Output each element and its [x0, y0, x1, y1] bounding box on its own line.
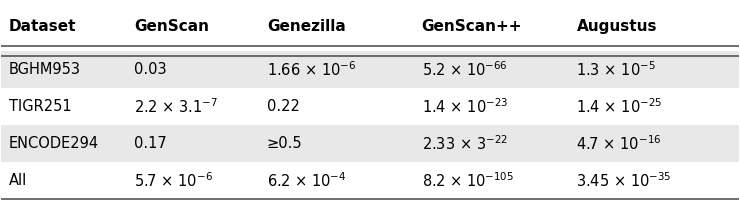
Text: 6.2 × 10$^{-4}$: 6.2 × 10$^{-4}$	[267, 171, 346, 190]
Text: 3.45 × 10$^{-35}$: 3.45 × 10$^{-35}$	[576, 171, 672, 190]
Text: 5.7 × 10$^{-6}$: 5.7 × 10$^{-6}$	[134, 171, 213, 190]
Text: 0.03: 0.03	[134, 62, 166, 77]
Text: All: All	[9, 173, 27, 188]
Text: GenScan: GenScan	[134, 19, 209, 34]
Text: 8.2 × 10$^{-105}$: 8.2 × 10$^{-105}$	[422, 171, 514, 190]
Text: 5.2 × 10$^{-66}$: 5.2 × 10$^{-66}$	[422, 60, 508, 79]
Text: ENCODE294: ENCODE294	[9, 136, 99, 151]
Text: TIGR251: TIGR251	[9, 99, 71, 114]
FancyBboxPatch shape	[1, 51, 739, 88]
Text: 2.33 × 3$^{-22}$: 2.33 × 3$^{-22}$	[422, 134, 508, 153]
Text: Augustus: Augustus	[576, 19, 657, 34]
Text: 0.17: 0.17	[134, 136, 166, 151]
Text: Dataset: Dataset	[9, 19, 76, 34]
Text: BGHM953: BGHM953	[9, 62, 81, 77]
Text: ≥0.5: ≥0.5	[267, 136, 303, 151]
FancyBboxPatch shape	[1, 125, 739, 162]
Text: 2.2 × 3.1$^{-7}$: 2.2 × 3.1$^{-7}$	[134, 97, 218, 116]
Text: 4.7 × 10$^{-16}$: 4.7 × 10$^{-16}$	[576, 134, 662, 153]
Text: 0.22: 0.22	[267, 99, 300, 114]
Text: 1.4 × 10$^{-25}$: 1.4 × 10$^{-25}$	[576, 97, 663, 116]
Text: 1.66 × 10$^{-6}$: 1.66 × 10$^{-6}$	[267, 60, 356, 79]
Text: GenScan++: GenScan++	[422, 19, 522, 34]
Text: 1.3 × 10$^{-5}$: 1.3 × 10$^{-5}$	[576, 60, 656, 79]
Text: Genezilla: Genezilla	[267, 19, 346, 34]
Text: 1.4 × 10$^{-23}$: 1.4 × 10$^{-23}$	[422, 97, 508, 116]
